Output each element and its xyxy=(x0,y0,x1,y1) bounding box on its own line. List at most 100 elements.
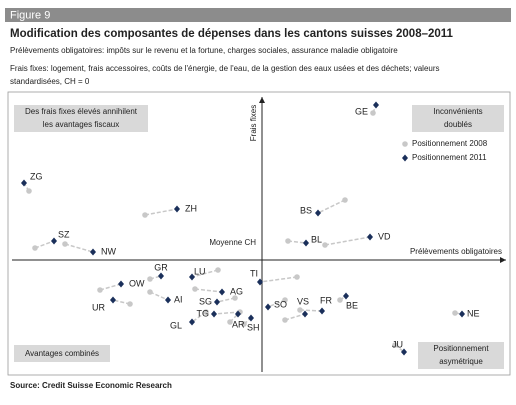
point-1 xyxy=(257,278,263,286)
point-label: AR xyxy=(232,319,245,329)
point-1 xyxy=(235,310,241,318)
point-0 xyxy=(322,242,328,248)
y-axis-arrow xyxy=(259,97,265,103)
point-1 xyxy=(367,233,373,241)
point-1 xyxy=(265,303,271,311)
point-1 xyxy=(189,318,195,326)
point-0 xyxy=(62,241,68,247)
subtitle: Frais fixes: logement, frais accessoires… xyxy=(10,64,440,73)
point-0 xyxy=(342,197,348,203)
point-0 xyxy=(232,295,238,301)
quadrant-label: Positionnement xyxy=(433,344,489,353)
point-0 xyxy=(241,321,247,327)
shift-arrow xyxy=(267,299,286,308)
shift-arrow xyxy=(284,313,306,321)
point-0 xyxy=(26,188,32,194)
point-1 xyxy=(303,239,309,247)
point-label: BS xyxy=(300,205,312,215)
shift-arrow xyxy=(287,240,307,244)
shift-arrow xyxy=(317,199,346,214)
point-0 xyxy=(392,342,398,348)
x-axis-label: Prélèvements obligatoires xyxy=(410,247,502,256)
point-label: VS xyxy=(297,296,309,306)
point-label: ZG xyxy=(30,171,43,181)
point-label: JU xyxy=(392,339,403,349)
legend-label: Positionnement 2008 xyxy=(412,139,488,148)
point-1 xyxy=(189,273,195,281)
point-1 xyxy=(51,237,57,245)
quadrant-label: asymétrique xyxy=(439,357,483,366)
point-label: TI xyxy=(250,268,258,278)
subtitle: standardisées, CH = 0 xyxy=(10,77,90,86)
point-label: GE xyxy=(355,106,368,116)
subtitle: Prélèvements obligatoires: impôts sur le… xyxy=(10,46,398,55)
shift-arrow xyxy=(216,297,236,303)
point-1 xyxy=(343,292,349,300)
point-0 xyxy=(227,319,233,325)
point-1 xyxy=(211,310,217,318)
point-1 xyxy=(21,179,27,187)
plot: Prélèvements obligatoires Frais fixes Moye… xyxy=(12,97,506,372)
point-0 xyxy=(147,276,153,282)
point-0 xyxy=(215,267,221,273)
point-0 xyxy=(337,297,343,303)
plot-frame xyxy=(7,91,511,376)
origin-label: Moyenne CH xyxy=(209,238,256,247)
point-label: BE xyxy=(346,300,358,310)
point-0 xyxy=(294,274,300,280)
point-label: OW xyxy=(129,278,145,288)
shift-arrow xyxy=(99,283,122,291)
shift-arrow xyxy=(299,309,323,312)
quadrant-box xyxy=(14,345,110,362)
point-1 xyxy=(158,272,164,280)
point-1 xyxy=(219,288,225,296)
point-1 xyxy=(315,209,321,217)
point-0 xyxy=(147,289,153,295)
point-label: SO xyxy=(274,299,287,309)
shift-arrow xyxy=(324,236,371,246)
point-1 xyxy=(90,248,96,256)
point-label: SG xyxy=(199,296,212,306)
quadrant-label: Avantages combinés xyxy=(25,349,99,358)
point-label: NE xyxy=(467,308,480,318)
source: Source: Credit Suisse Economic Research xyxy=(10,381,172,390)
quadrant-label: Des frais fixes élevés annihilent xyxy=(25,107,138,116)
point-label: LU xyxy=(194,266,206,276)
point-1 xyxy=(165,296,171,304)
quadrant-label: Inconvénients xyxy=(433,107,482,116)
quadrant-label: les avantages fiscaux xyxy=(43,120,120,129)
quadrant-label: doublés xyxy=(444,120,472,129)
point-1 xyxy=(459,310,465,318)
point-1 xyxy=(248,314,254,322)
point-0 xyxy=(97,287,103,293)
point-label: SZ xyxy=(58,229,70,239)
x-axis-arrow xyxy=(500,257,506,263)
point-1 xyxy=(373,101,379,109)
point-0 xyxy=(370,110,376,116)
point-1 xyxy=(110,296,116,304)
figure-label: Figure 9 xyxy=(10,9,50,21)
point-label: SH xyxy=(247,322,260,332)
shift-arrow xyxy=(112,299,131,305)
shift-arrow xyxy=(213,311,241,315)
quadrant-box xyxy=(14,105,148,132)
point-0 xyxy=(452,310,458,316)
chart-title: Modification des composantes de dépenses… xyxy=(10,28,454,40)
y-axis-label: Frais fixes xyxy=(249,105,258,141)
point-0 xyxy=(203,309,209,315)
quadrant-box xyxy=(418,342,504,369)
point-label: GL xyxy=(170,320,182,330)
point-label: VD xyxy=(378,231,391,241)
point-0 xyxy=(142,212,148,218)
point-1 xyxy=(118,280,124,288)
legend-label: Positionnement 2011 xyxy=(412,153,487,162)
shift-arrow xyxy=(144,208,178,216)
point-label: ZH xyxy=(185,203,197,213)
point-0 xyxy=(192,286,198,292)
point-1 xyxy=(302,310,308,318)
shift-arrow xyxy=(149,291,169,301)
point-label: NW xyxy=(101,246,116,256)
point-label: FR xyxy=(320,295,332,305)
